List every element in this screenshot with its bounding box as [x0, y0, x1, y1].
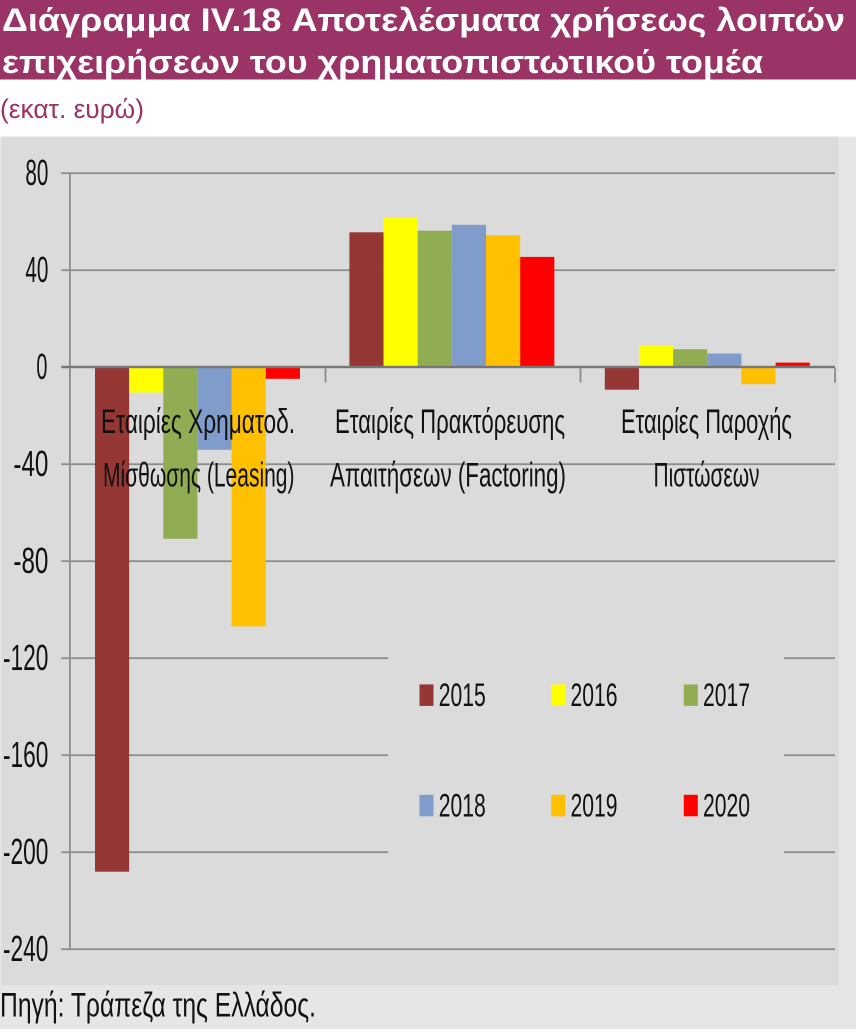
svg-text:-40: -40 [13, 443, 48, 484]
svg-text:Πηγή: Τράπεζα της Ελλάδος.: Πηγή: Τράπεζα της Ελλάδος. [0, 987, 316, 1025]
svg-text:2020: 2020 [703, 788, 750, 824]
svg-text:Πιστώσεων: Πιστώσεων [654, 457, 760, 495]
svg-text:80: 80 [25, 152, 48, 193]
svg-text:Μίσθωσης (Leasing): Μίσθωσης (Leasing) [103, 457, 295, 495]
svg-text:Εταιρίες Πρακτόρευσης: Εταιρίες Πρακτόρευσης [335, 403, 565, 441]
svg-text:0: 0 [36, 346, 47, 387]
svg-text:(εκατ. ευρώ): (εκατ. ευρώ) [0, 94, 144, 124]
svg-text:2017: 2017 [703, 677, 750, 713]
svg-text:Απαιτήσεων (Factoring): Απαιτήσεων (Factoring) [330, 457, 566, 495]
svg-text:Εταιρίες Παροχής: Εταιρίες Παροχής [621, 403, 792, 441]
svg-text:επιχειρήσεων του χρηματοπιστωτ: επιχειρήσεων του χρηματοπιστωτικού τομέα [2, 44, 763, 80]
svg-text:2018: 2018 [439, 788, 486, 824]
svg-text:Εταιρίες Χρηματοδ.: Εταιρίες Χρηματοδ. [101, 403, 295, 441]
svg-text:Διάγραμμα IV.18 Αποτελέσματα χ: Διάγραμμα IV.18 Αποτελέσματα χρήσεως λοι… [2, 2, 845, 38]
svg-text:-80: -80 [13, 540, 48, 581]
svg-text:-200: -200 [3, 831, 48, 872]
svg-text:-160: -160 [3, 734, 48, 775]
svg-text:40: 40 [25, 249, 48, 290]
svg-text:-240: -240 [3, 928, 48, 969]
svg-text:2015: 2015 [439, 677, 486, 713]
svg-text:2016: 2016 [571, 677, 618, 713]
svg-text:-120: -120 [3, 637, 48, 678]
svg-text:2019: 2019 [571, 788, 618, 824]
